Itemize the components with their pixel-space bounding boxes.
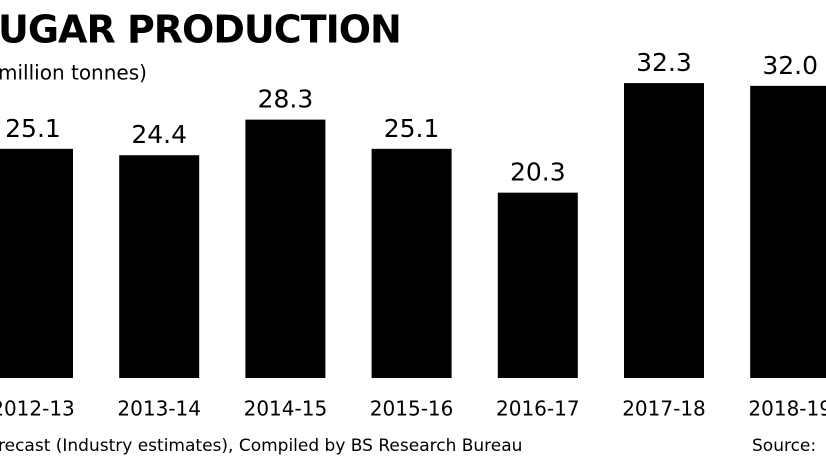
value-label: 25.1 — [384, 114, 440, 143]
footnote: recast (Industry estimates), Compiled by… — [0, 436, 522, 456]
source: Source: — [752, 436, 816, 456]
bar — [119, 155, 200, 378]
value-label: 25.1 — [5, 114, 61, 143]
bar — [245, 119, 326, 378]
bar — [0, 148, 73, 378]
x-tick-label: 2014-15 — [244, 397, 328, 421]
value-label: 24.4 — [131, 120, 187, 149]
bar — [624, 83, 704, 378]
x-tick-label: 2016-17 — [496, 397, 580, 421]
chart-subtitle: million tonnes) — [0, 61, 147, 85]
value-label: 28.3 — [258, 85, 314, 114]
x-tick-label: 2012-13 — [0, 397, 75, 421]
x-tick-label: 2013-14 — [117, 397, 201, 421]
bar — [497, 192, 578, 378]
value-label: 32.3 — [636, 48, 692, 77]
x-tick-label: 2015-16 — [370, 397, 454, 421]
bar — [371, 148, 452, 378]
x-tick-label: 2017-18 — [622, 397, 706, 421]
value-label: 32.0 — [762, 51, 818, 80]
bar — [750, 85, 826, 378]
chart-title: UGAR PRODUCTION — [0, 8, 401, 52]
value-label: 20.3 — [510, 158, 566, 187]
x-tick-label: 2018-19 — [748, 397, 826, 421]
